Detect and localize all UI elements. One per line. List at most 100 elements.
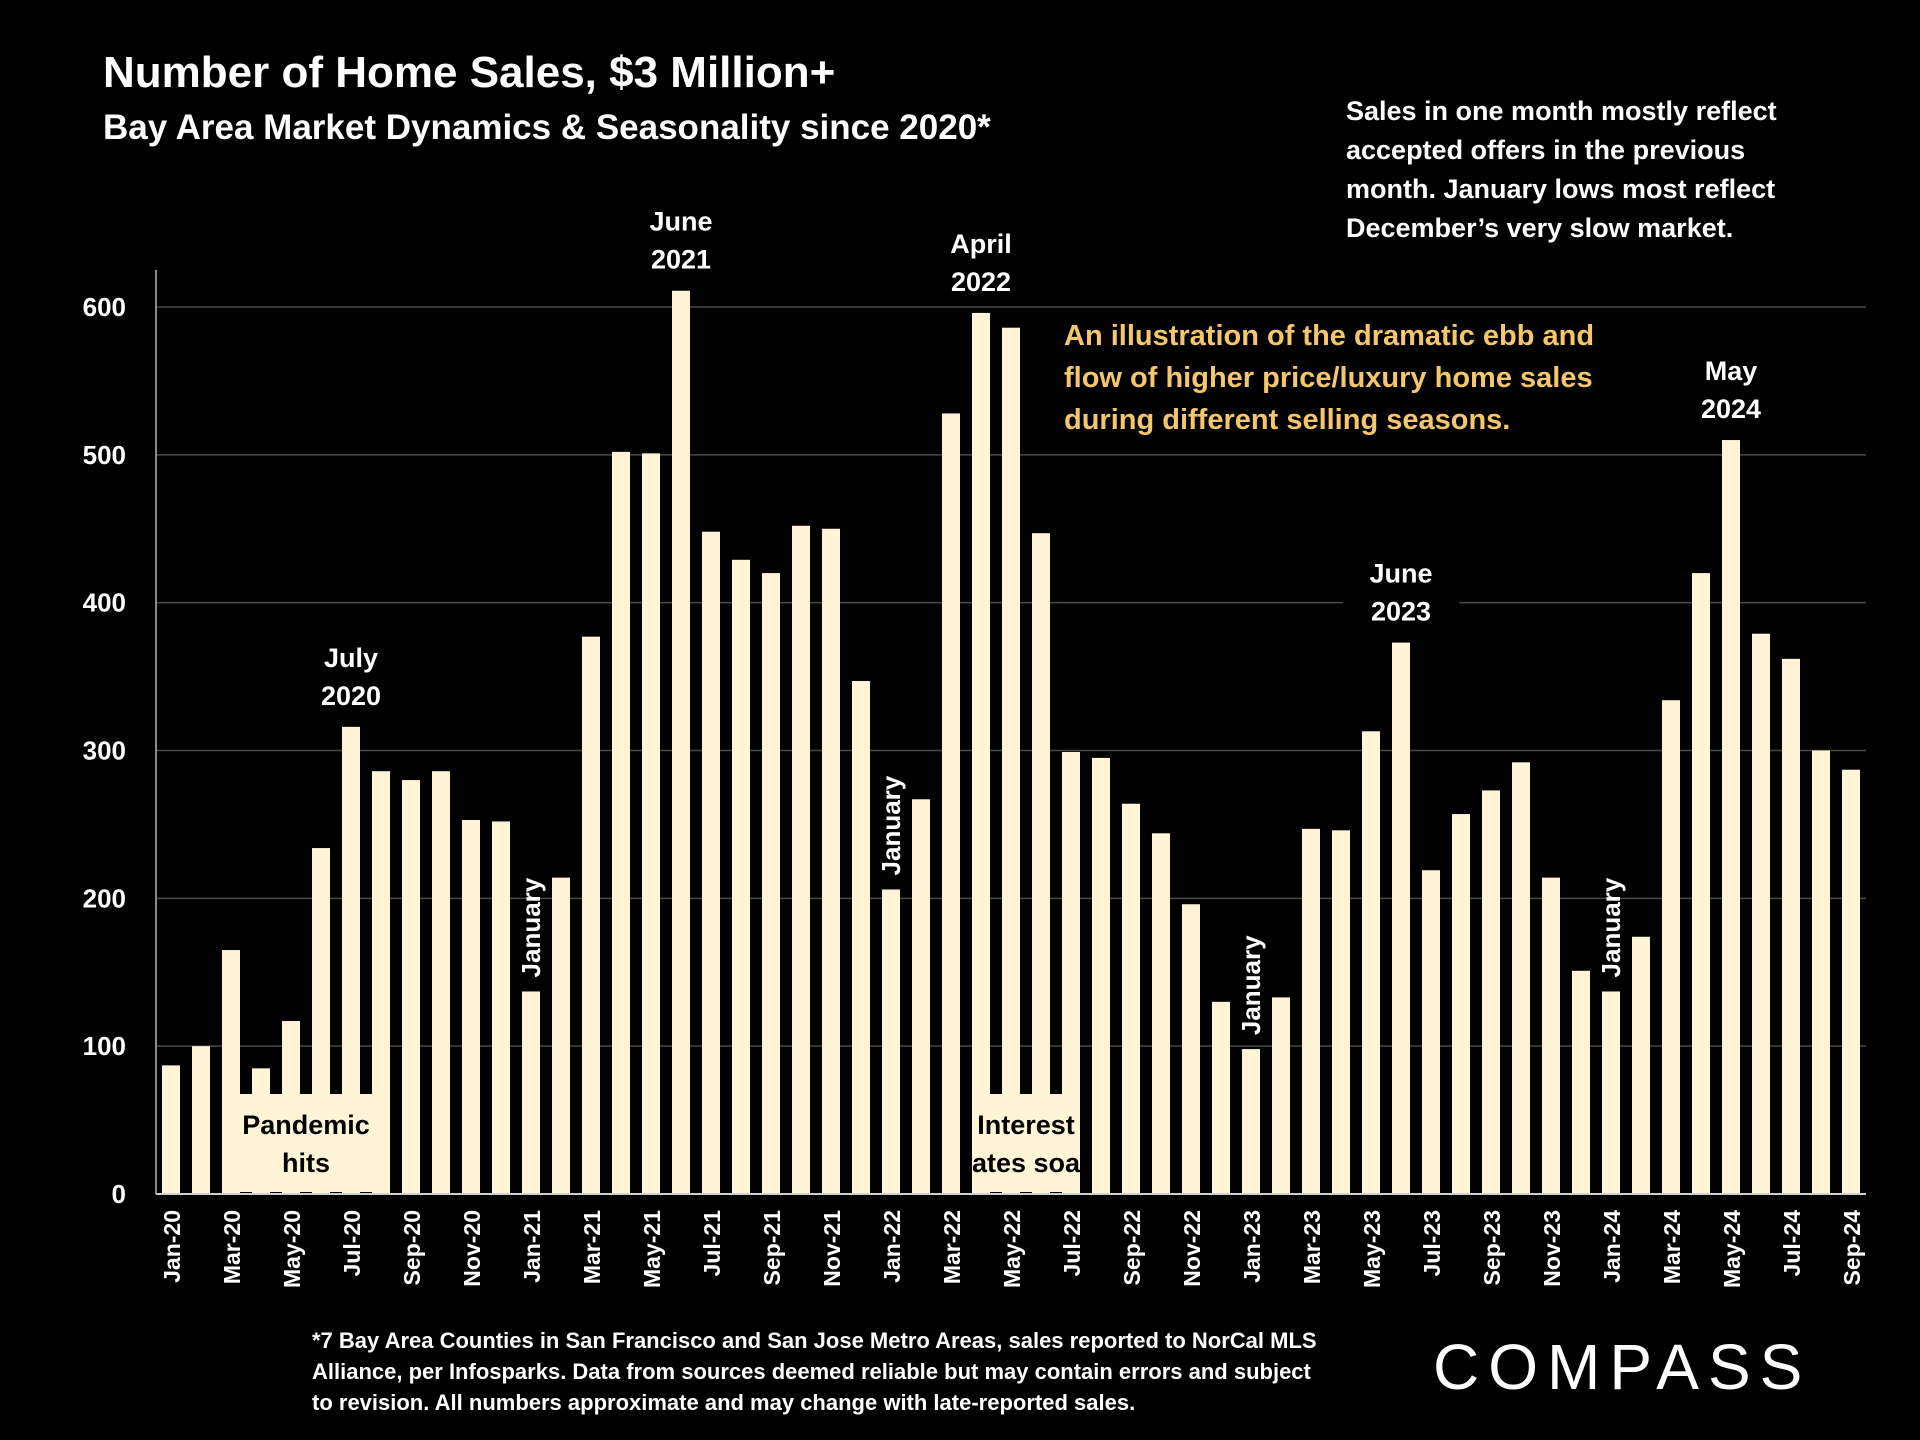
x-tick-label: Mar-22 bbox=[939, 1210, 965, 1284]
footnote-line: Alliance, per Infosparks. Data from sour… bbox=[312, 1359, 1311, 1384]
bar bbox=[1842, 769, 1860, 1194]
bar bbox=[402, 780, 420, 1194]
annotation-background bbox=[623, 238, 739, 277]
bar bbox=[1512, 762, 1530, 1194]
bar bbox=[882, 889, 900, 1194]
side-note-line: accepted offers in the previous bbox=[1346, 135, 1746, 165]
x-tick-label: Jul-20 bbox=[339, 1210, 365, 1276]
peak-annotation: 2022 bbox=[951, 267, 1011, 297]
x-tick-label: Nov-22 bbox=[1179, 1210, 1205, 1287]
x-tick-label: Mar-23 bbox=[1299, 1210, 1325, 1284]
bar bbox=[492, 821, 510, 1194]
bar bbox=[1032, 533, 1050, 1194]
peak-annotation: June bbox=[1369, 559, 1432, 589]
x-tick-label: Nov-21 bbox=[819, 1210, 845, 1287]
footnote-line: *7 Bay Area Counties in San Francisco an… bbox=[312, 1328, 1317, 1353]
bar bbox=[1002, 327, 1020, 1194]
side-note: Sales in one month mostly reflect accept… bbox=[1346, 92, 1792, 248]
bar bbox=[432, 771, 450, 1194]
x-tick-label: Nov-23 bbox=[1539, 1210, 1565, 1287]
annotation-background bbox=[1673, 350, 1789, 389]
x-tick-label: Sep-22 bbox=[1119, 1210, 1145, 1285]
bar bbox=[612, 451, 630, 1194]
annotation-box bbox=[972, 1094, 1080, 1192]
x-tick-label: Jul-22 bbox=[1059, 1210, 1085, 1276]
bar bbox=[1302, 828, 1320, 1194]
x-tick-label: Jan-21 bbox=[519, 1210, 545, 1283]
x-tick-label: Nov-20 bbox=[459, 1210, 485, 1287]
bar bbox=[1452, 814, 1470, 1194]
bar bbox=[1332, 830, 1350, 1194]
compass-logo: COMPASS bbox=[1433, 1331, 1812, 1403]
bar bbox=[582, 636, 600, 1194]
y-tick-label: 100 bbox=[83, 1031, 126, 1061]
bar bbox=[1782, 658, 1800, 1194]
january-annotation: January bbox=[516, 877, 546, 977]
annotation-box-label: Pandemic bbox=[242, 1110, 370, 1140]
bar bbox=[642, 453, 660, 1195]
side-note-line: month. January lows most reflect bbox=[1346, 174, 1776, 204]
annotation-background bbox=[293, 636, 409, 675]
bar bbox=[1362, 731, 1380, 1194]
bar bbox=[462, 819, 480, 1194]
bar bbox=[192, 1046, 210, 1194]
x-tick-label: May-21 bbox=[639, 1210, 665, 1288]
annotation-background bbox=[293, 674, 409, 713]
bar bbox=[912, 799, 930, 1194]
peak-annotation: 2020 bbox=[321, 681, 381, 711]
bar bbox=[1212, 1001, 1230, 1194]
bar bbox=[1722, 440, 1740, 1194]
annotation-background bbox=[923, 222, 1039, 261]
bar bbox=[1752, 633, 1770, 1194]
y-tick-label: 0 bbox=[112, 1179, 126, 1209]
bar bbox=[1602, 991, 1620, 1194]
x-tick-label: May-20 bbox=[279, 1210, 305, 1288]
bar bbox=[1482, 790, 1500, 1194]
x-tick-label: Mar-24 bbox=[1659, 1210, 1685, 1284]
bar bbox=[1092, 757, 1110, 1194]
bar bbox=[1182, 904, 1200, 1194]
bar bbox=[552, 877, 570, 1194]
side-note-line: December’s very slow market. bbox=[1346, 213, 1734, 243]
illustration-note-line: during different selling seasons. bbox=[1064, 404, 1511, 436]
bar bbox=[732, 559, 750, 1194]
bar bbox=[522, 991, 540, 1194]
annotation-box-label: rates soar bbox=[961, 1148, 1091, 1178]
x-tick-label: Jan-23 bbox=[1239, 1210, 1265, 1283]
side-note-line: Sales in one month mostly reflect bbox=[1346, 96, 1777, 126]
y-tick-label: 400 bbox=[83, 588, 126, 618]
x-tick-label: Jul-24 bbox=[1779, 1210, 1805, 1277]
illustration-note: An illustration of the dramatic ebb and … bbox=[1064, 315, 1664, 441]
chart-title: Number of Home Sales, $3 Million+ bbox=[103, 48, 836, 97]
bar bbox=[1392, 642, 1410, 1194]
annotation-background bbox=[1343, 552, 1459, 591]
bar bbox=[342, 726, 360, 1194]
bar bbox=[1662, 700, 1680, 1194]
peak-annotation: July bbox=[324, 643, 378, 673]
annotation-box-label: hits bbox=[282, 1148, 330, 1178]
bar bbox=[852, 681, 870, 1194]
x-tick-label: Jan-24 bbox=[1599, 1210, 1625, 1283]
bar bbox=[792, 525, 810, 1194]
january-annotation: January bbox=[876, 775, 906, 875]
peak-annotation: June bbox=[649, 207, 712, 237]
january-annotation: January bbox=[1596, 877, 1626, 977]
annotation-box bbox=[222, 1094, 390, 1192]
bar bbox=[1542, 877, 1560, 1194]
bar bbox=[1422, 870, 1440, 1194]
bar bbox=[1152, 833, 1170, 1194]
bar bbox=[1692, 573, 1710, 1194]
annotation-background bbox=[1343, 590, 1459, 629]
peak-annotation: 2023 bbox=[1371, 597, 1431, 627]
footnote-line: to revision. All numbers approximate and… bbox=[312, 1390, 1136, 1415]
x-tick-label: Mar-20 bbox=[219, 1210, 245, 1284]
bar bbox=[762, 573, 780, 1194]
bar bbox=[702, 531, 720, 1194]
x-tick-label: May-23 bbox=[1359, 1210, 1385, 1288]
bar bbox=[1572, 970, 1590, 1194]
x-tick-label: May-24 bbox=[1719, 1210, 1745, 1288]
y-tick-label: 300 bbox=[83, 736, 126, 766]
bar bbox=[1632, 936, 1650, 1194]
x-tick-label: Sep-20 bbox=[399, 1210, 425, 1285]
